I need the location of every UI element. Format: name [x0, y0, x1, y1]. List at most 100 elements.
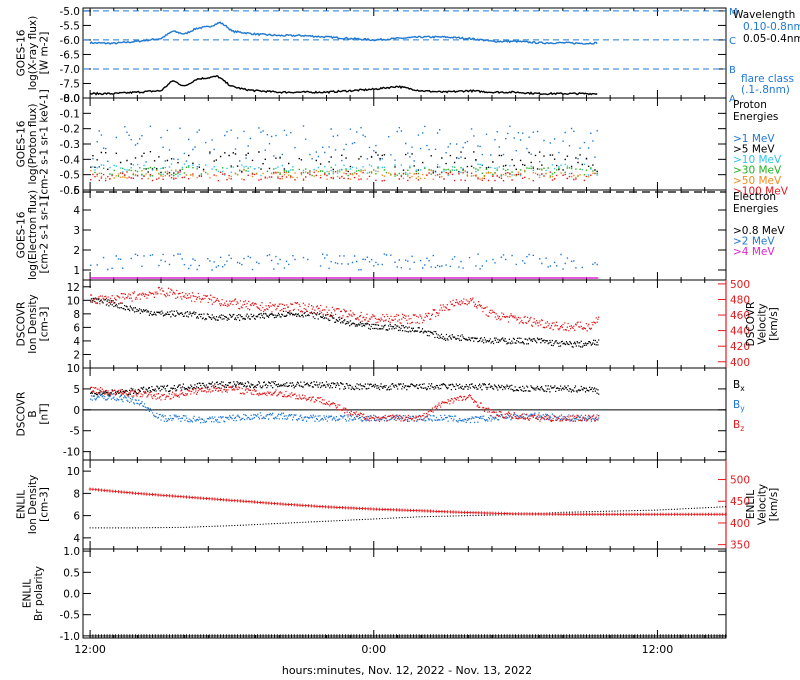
y-tick-label: -0.5: [60, 170, 81, 182]
data-point: [622, 510, 625, 512]
data-point: [225, 525, 227, 527]
data-point: [180, 526, 182, 528]
data-point: [636, 509, 639, 512]
data-point: [461, 515, 463, 517]
data-points: [90, 380, 600, 397]
data-point: [432, 515, 434, 518]
data-point: [140, 527, 142, 529]
data-point: [115, 527, 117, 529]
data-point: [350, 519, 352, 521]
y2-tick-label: 440: [730, 326, 750, 338]
data-point: [92, 527, 94, 529]
data-point: [160, 526, 162, 529]
data-point: [191, 526, 193, 528]
data-point: [376, 518, 378, 520]
y-tick-label: -0.4: [60, 154, 81, 166]
data-point: [296, 521, 298, 524]
data-point: [157, 527, 159, 529]
y-tick-label: -0.3: [60, 139, 81, 151]
data-point: [665, 509, 667, 511]
data-points: [90, 286, 600, 332]
data-point: [594, 510, 596, 513]
data-point: [367, 518, 369, 520]
data-point: [228, 525, 230, 527]
data-point: [188, 526, 190, 528]
data-point: [619, 510, 622, 512]
data-point: [307, 521, 310, 523]
data-point: [205, 525, 207, 528]
data-point: [398, 517, 400, 519]
series-0.10-0.8nm: [89, 21, 598, 46]
data-point: [585, 511, 588, 513]
panel-frame: [82, 189, 727, 281]
data-points: [90, 253, 598, 271]
y2-tick-label: 450: [730, 496, 750, 508]
data-point: [395, 517, 398, 519]
data-point: [583, 511, 585, 513]
y-tick-label: -7.0: [60, 64, 81, 76]
data-point: [126, 527, 128, 529]
data-point: [237, 524, 239, 526]
data-point: [475, 514, 477, 517]
data-point: [611, 510, 613, 512]
y-tick-label: 4: [73, 205, 80, 217]
data-point: [580, 511, 582, 513]
data-point: [444, 515, 446, 517]
data-point: [722, 506, 724, 508]
data-point: [716, 506, 718, 508]
data-point: [463, 515, 466, 517]
data-point: [617, 510, 619, 512]
data-point: [645, 509, 647, 511]
data-point: [89, 527, 91, 529]
y-axis-title: DSCOVRB[nT]: [16, 392, 51, 437]
y-tick-label: -10: [63, 447, 80, 459]
data-point: [384, 517, 386, 520]
series->5 MeV: [90, 151, 598, 174]
data-point: [143, 527, 145, 529]
series-Bx: [90, 380, 600, 397]
data-point: [302, 521, 304, 523]
data-point: [117, 527, 120, 529]
data-point: [154, 527, 156, 529]
data-point: [651, 509, 653, 511]
data-point: [339, 519, 341, 522]
data-points: [88, 634, 727, 638]
data-point: [602, 510, 605, 512]
data-point: [673, 508, 676, 510]
data-point: [710, 506, 712, 509]
y-tick-label: 10: [67, 295, 80, 307]
data-point: [322, 520, 324, 522]
data-point: [393, 517, 395, 519]
data-point: [410, 516, 412, 518]
y2-tick-label: 400: [730, 357, 750, 369]
x-tick-label: 12:00: [74, 643, 106, 656]
y-tick-label: -0.2: [60, 124, 81, 136]
y-axis-title: ENLILBr polarity: [21, 566, 45, 621]
data-point: [239, 524, 242, 526]
data-point: [662, 509, 664, 511]
data-point: [268, 523, 270, 525]
data-point: [106, 527, 108, 529]
legend-entry: Bx: [733, 379, 745, 393]
data-point: [472, 514, 474, 517]
y-tick-label: 12: [67, 282, 80, 294]
series-Bz: [90, 385, 600, 422]
data-point: [577, 511, 579, 513]
y-axis-title: ENLILIon Density[cm-3]: [16, 475, 51, 534]
y2-tick-label: 480: [730, 294, 750, 306]
series->2 MeV: [90, 253, 598, 271]
legend-entry: >50 MeV: [733, 175, 782, 187]
y-tick-label: 1.0: [63, 546, 80, 558]
data-point: [305, 521, 307, 523]
data-point: [273, 523, 276, 525]
data-point: [483, 514, 486, 516]
data-point: [324, 520, 327, 522]
y-tick-label: 0.0: [63, 589, 80, 601]
y-tick-label: -7.5: [60, 78, 81, 90]
y-tick-label: 5: [73, 384, 80, 396]
data-point: [336, 520, 338, 522]
y2-tick-label: 500: [730, 475, 750, 487]
data-point: [435, 515, 437, 517]
data-point: [256, 523, 259, 526]
